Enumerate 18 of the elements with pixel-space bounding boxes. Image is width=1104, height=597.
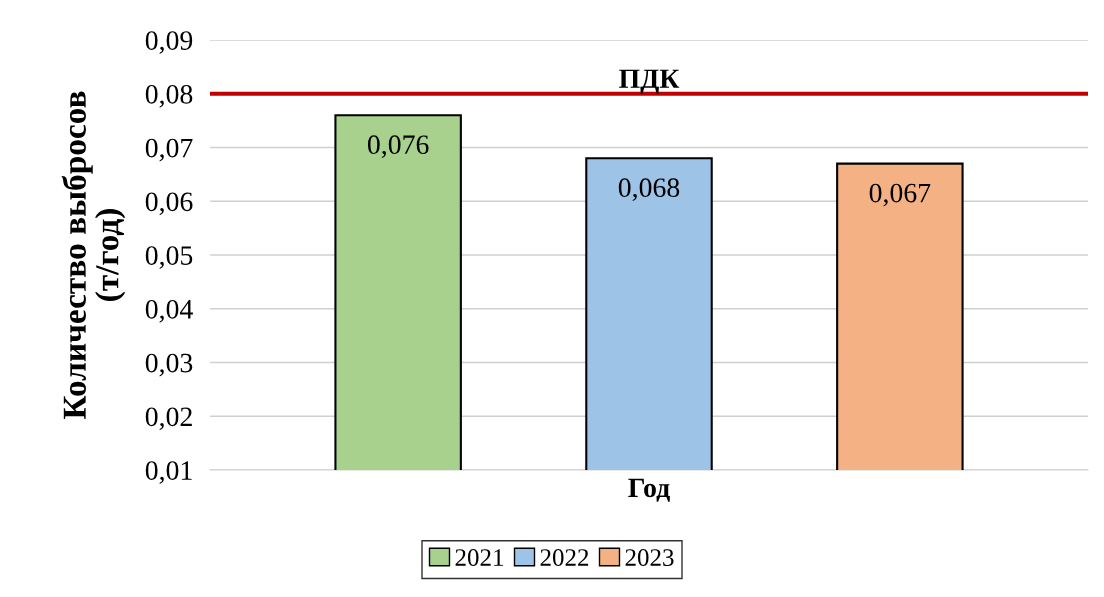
legend-label: 2023 bbox=[625, 549, 674, 566]
legend-label: 2022 bbox=[540, 549, 589, 566]
data-label: 0,068 bbox=[618, 178, 680, 202]
x-axis-title: Год bbox=[628, 478, 670, 502]
y-tick-label: 0,02 bbox=[145, 407, 192, 431]
y-tick-label: 0,06 bbox=[145, 192, 193, 216]
y-tick-label: 0,09 bbox=[145, 31, 193, 54]
y-tick-label: 0,03 bbox=[145, 353, 193, 377]
y-tick-label: 0,07 bbox=[145, 138, 193, 162]
y-tick-label: 0,08 bbox=[145, 84, 193, 108]
y-axis-title: Количество выбросов (т/год) bbox=[61, 91, 126, 419]
ref-line-label: ПДК bbox=[619, 69, 680, 94]
data-label: 0,076 bbox=[367, 135, 429, 159]
data-label: 0,067 bbox=[869, 183, 931, 207]
y-tick-label: 0,05 bbox=[145, 246, 193, 269]
legend-label: 2021 bbox=[455, 549, 503, 566]
y-tick-label: 0,04 bbox=[145, 299, 193, 323]
y-tick-label: 0,01 bbox=[145, 461, 192, 484]
